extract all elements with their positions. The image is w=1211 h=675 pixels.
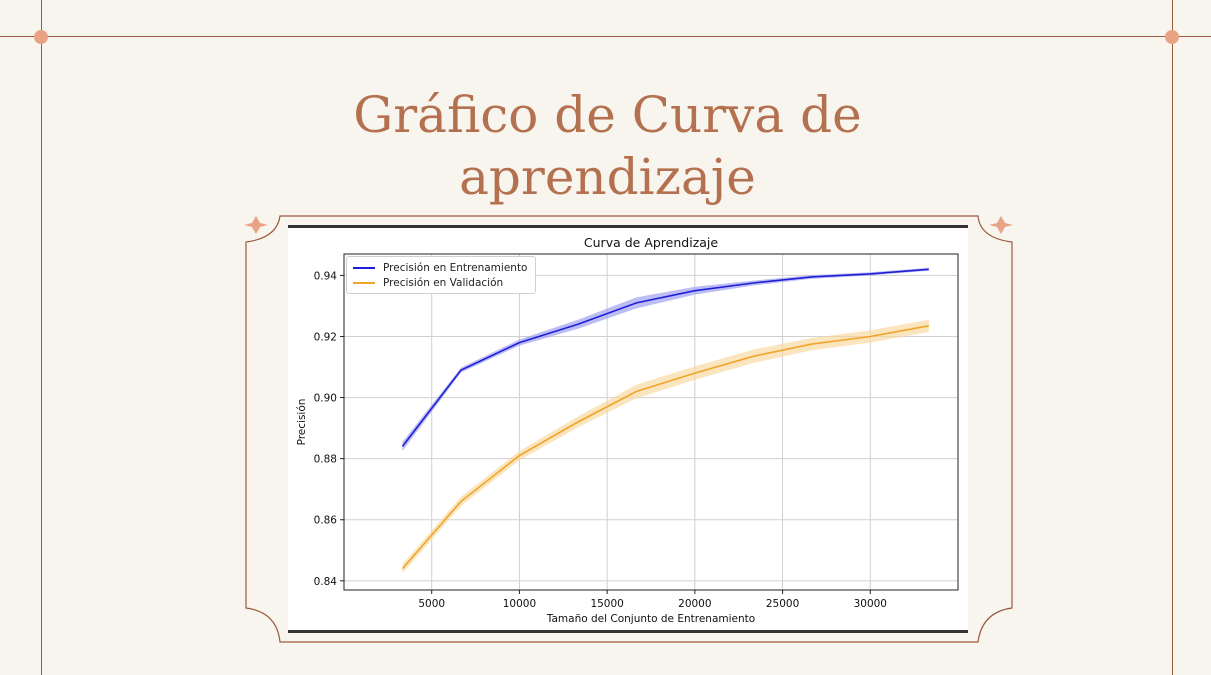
corner-ornament-left (34, 30, 48, 44)
band-training (402, 267, 929, 451)
corner-ornament-right (1165, 30, 1179, 44)
frame-ornament-left (244, 216, 268, 234)
legend-label-validation: Precisión en Validación (383, 276, 504, 289)
axis-ticks: 5000 10000 15000 20000 25000 30000 0.84 0.86 0.8… (314, 270, 887, 610)
learning-curve-chart: 5000 10000 15000 20000 25000 30000 0.84 0.86 0.8… (296, 235, 959, 625)
y-tick-label: 0.92 (314, 331, 337, 343)
line-validation (401, 325, 929, 570)
y-axis-label: Precisión (296, 399, 308, 446)
top-border-line (0, 36, 1211, 37)
chart-frame (244, 215, 1013, 643)
x-tick-label: 25000 (766, 598, 799, 610)
x-tick-label: 20000 (678, 598, 711, 610)
frame-ornament-right (989, 216, 1013, 234)
y-tick-label: 0.94 (314, 270, 338, 282)
series-lines (401, 268, 929, 570)
legend-swatch-validation (353, 281, 375, 284)
y-tick-label: 0.88 (314, 454, 337, 466)
legend-swatch-training (353, 266, 375, 269)
confidence-bands (402, 267, 929, 574)
y-tick-label: 0.86 (314, 515, 338, 527)
line-training (401, 268, 929, 447)
x-tick-label: 15000 (590, 598, 623, 610)
x-tick-label: 5000 (418, 598, 445, 610)
left-border-line (41, 0, 42, 675)
legend-item-validation: Precisión en Validación (353, 275, 527, 290)
x-tick-label: 10000 (503, 598, 536, 610)
chart-title: Curva de Aprendizaje (584, 235, 718, 250)
x-axis-label: Tamaño del Conjunto de Entrenamiento (546, 613, 755, 625)
y-tick-label: 0.84 (314, 576, 338, 588)
legend-item-training: Precisión en Entrenamiento (353, 260, 527, 275)
chart-legend: Precisión en Entrenamiento Precisión en … (346, 256, 537, 294)
slide-title: Gráfico de Curva de aprendizaje (353, 86, 862, 206)
x-tick-label: 30000 (854, 598, 887, 610)
legend-label-training: Precisión en Entrenamiento (383, 261, 528, 274)
y-tick-label: 0.90 (314, 393, 337, 405)
band-validation (402, 319, 929, 574)
chart-panel: 5000 10000 15000 20000 25000 30000 0.84 0.86 0.8… (288, 225, 968, 633)
right-border-line (1172, 0, 1173, 675)
plot-area-border (343, 253, 959, 591)
